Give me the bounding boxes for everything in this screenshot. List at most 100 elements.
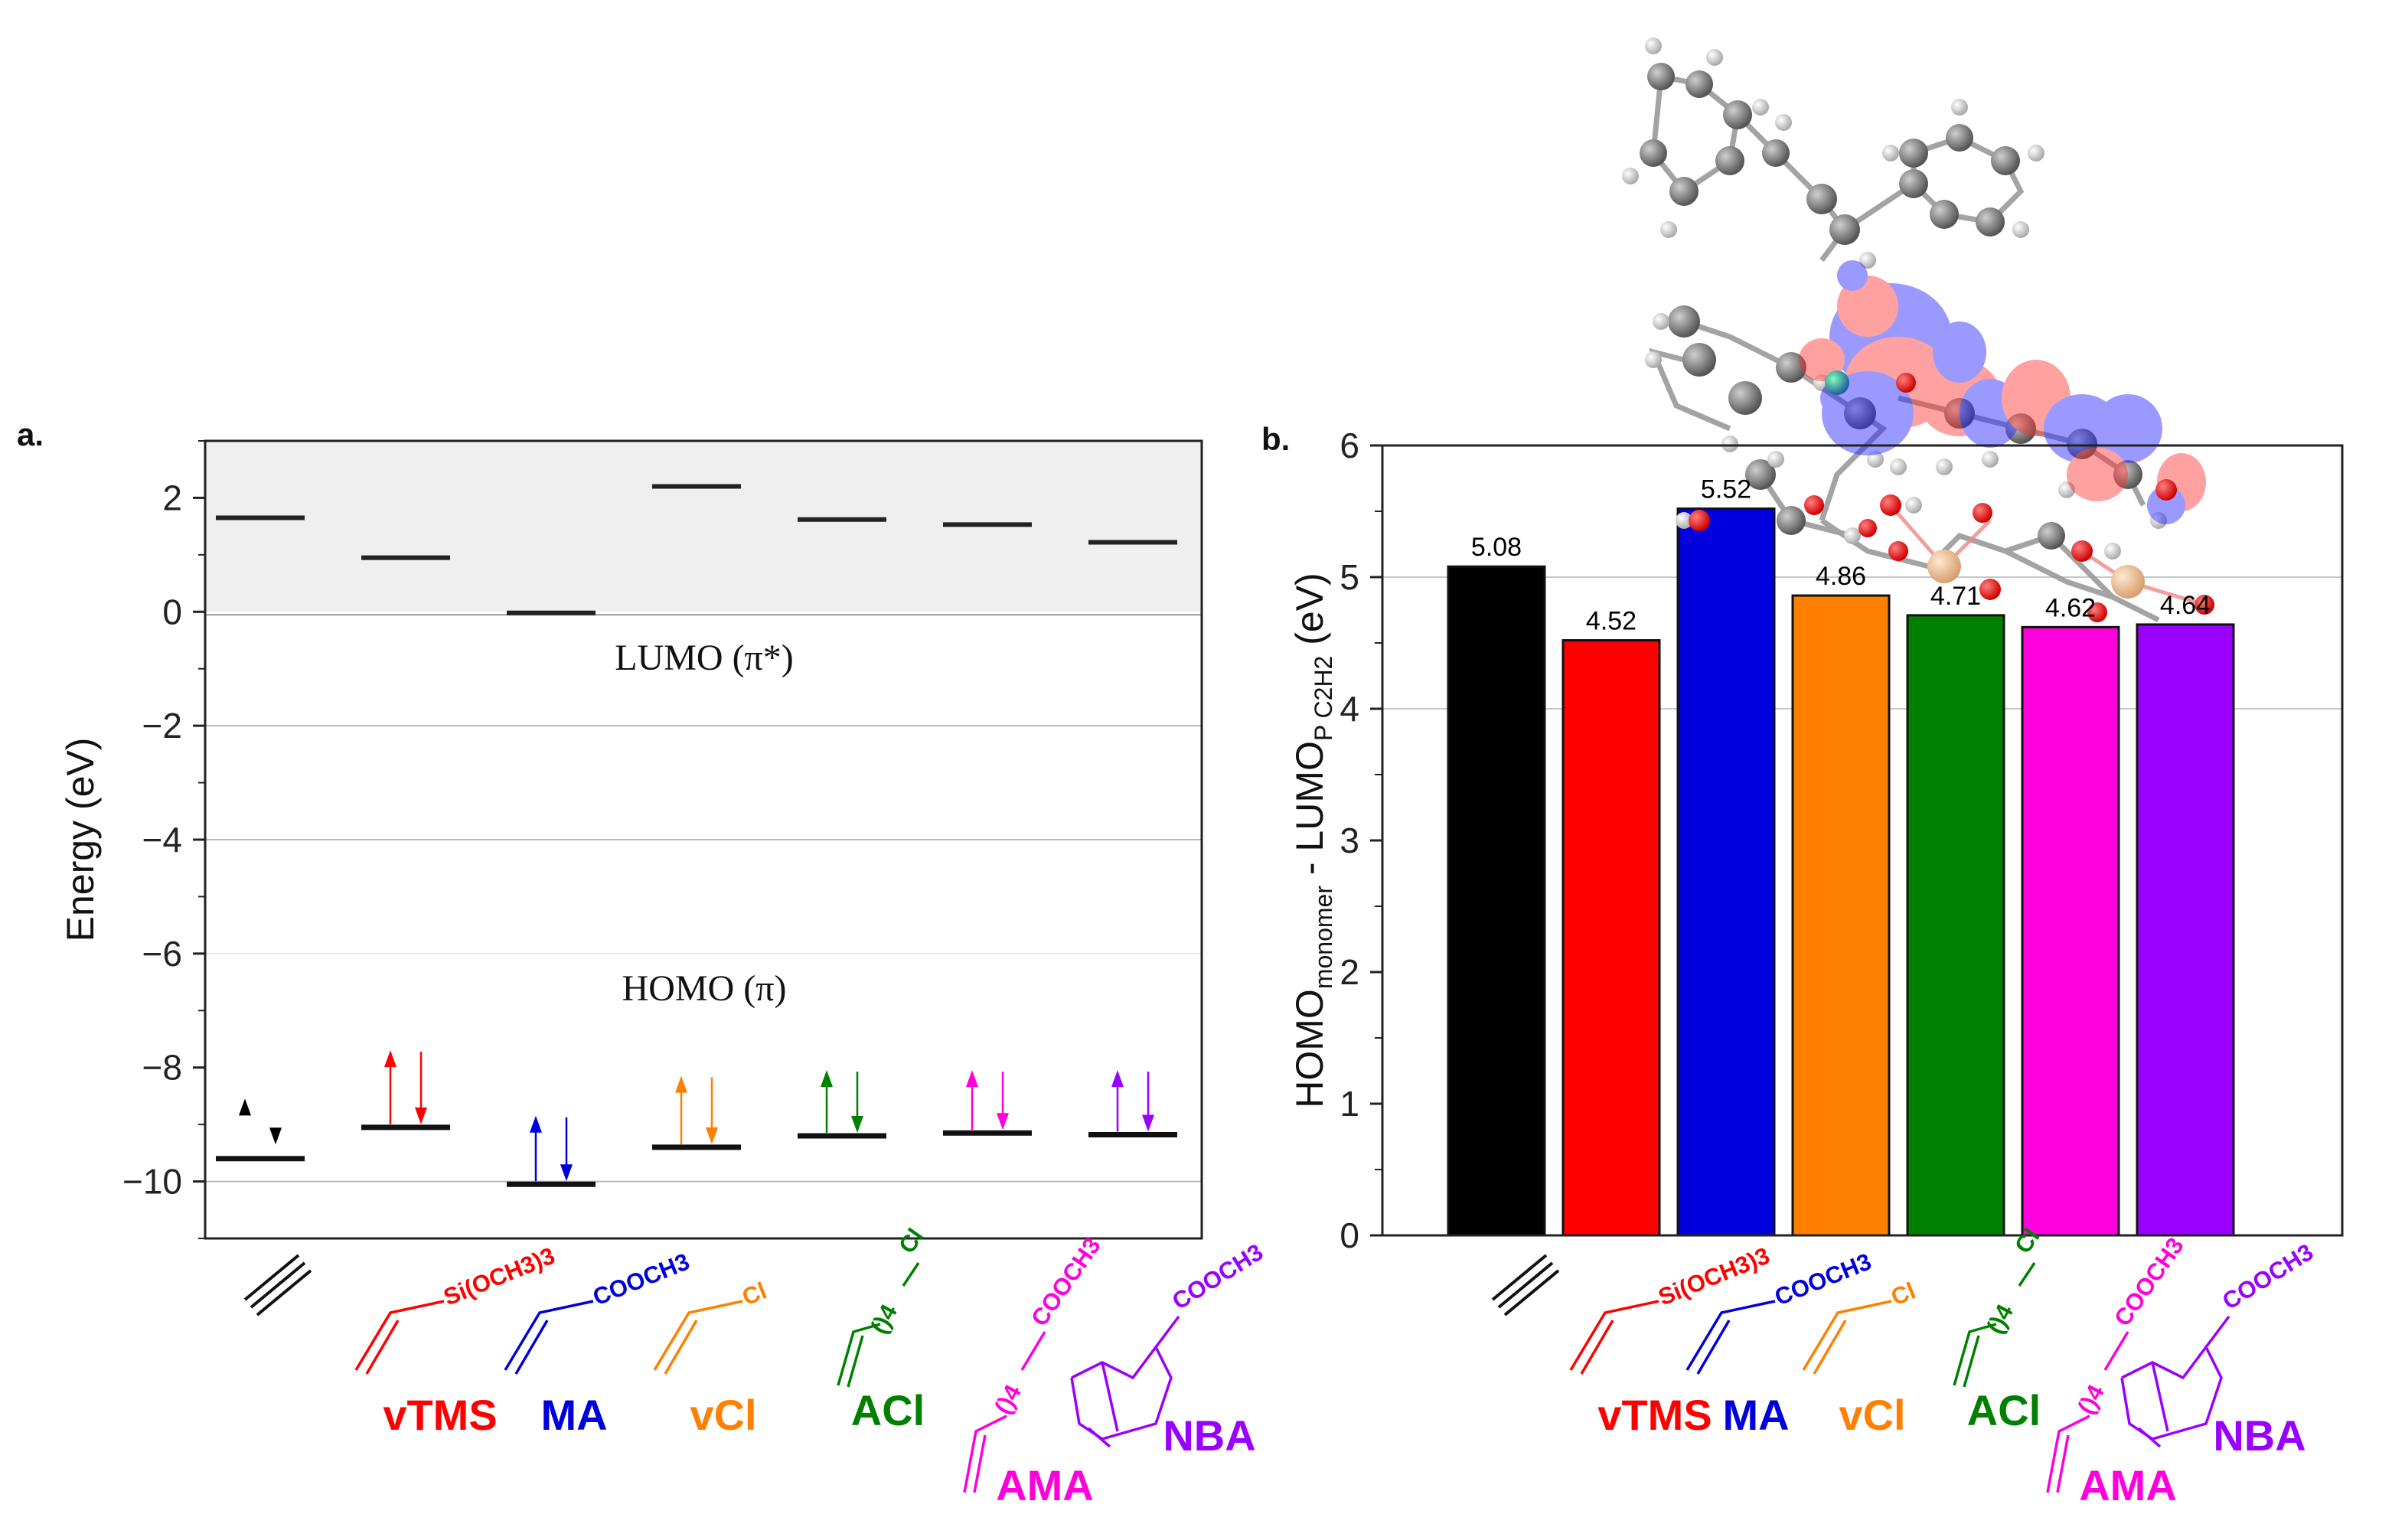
panel-a-monomer-structures: Si(OCH3)3 vTMS COOCH3 MA Cl vCl ()4 Cl ACl ()4 COO… (243, 1224, 1268, 1509)
electron-up-arrow-MA (530, 1115, 542, 1133)
catalyst-molecular-model (1622, 38, 2214, 623)
norbornene-ring (2120, 1344, 2223, 1440)
formula-NBA: COOCH3 (2217, 1238, 2318, 1315)
monomer-name-MA: MA (1722, 1391, 1789, 1439)
ylabel-sub-monomer: monomer (1310, 886, 1337, 990)
bar-C2H2 (1447, 565, 1546, 1237)
y-tick-label: 6 (1340, 426, 1359, 465)
formula-vCl: Cl (739, 1277, 771, 1310)
electron-up-arrow-vTMS (384, 1050, 396, 1068)
y-tick-label: 1 (1340, 1084, 1359, 1124)
panel-a-y-axis: 2 0 −2 −4 −6 −8 −10 (122, 440, 205, 1239)
vinyl-double-bond (847, 1335, 864, 1388)
y-tick-label: 2 (162, 478, 182, 517)
panel-a-energy-levels (216, 484, 1177, 1187)
vinyl-bond (963, 1414, 1007, 1493)
value-label-ACl: 4.71 (1930, 582, 1981, 611)
vinyl-bond (837, 1323, 881, 1386)
vinyl-bond (653, 1300, 743, 1371)
vinyl-double-bond (1813, 1320, 1847, 1375)
vinyl-bond (1569, 1300, 1659, 1371)
electron-down-arrow-NBA (1142, 1114, 1154, 1132)
bar-vTMS (1561, 639, 1661, 1237)
lumo-label: LUMO (π*) (615, 638, 794, 678)
value-label-vCl: 4.86 (1816, 562, 1866, 591)
ester-bond (1154, 1315, 1180, 1349)
electron-down-arrow-vTMS (415, 1107, 427, 1124)
ylabel-sub-pc2h2: P C2H2 (1310, 656, 1337, 741)
norbornene-double-bond (2137, 1427, 2162, 1448)
formula-ACl: Cl (893, 1224, 928, 1258)
formula-MA: COOCH3 (1771, 1248, 1875, 1310)
acetylene-bond-1 (1491, 1254, 1548, 1301)
formula-vTMS: Si(OCH3)3 (1655, 1242, 1774, 1311)
monomer-name-AMA: AMA (996, 1461, 1094, 1509)
y-tick-label: −10 (122, 1162, 182, 1202)
monomer-name-MA: MA (540, 1391, 607, 1439)
vinyl-bond (1802, 1300, 1892, 1371)
y-tick-label: 0 (162, 592, 182, 631)
ylabel-unit: (eV) (1288, 573, 1331, 655)
chain-ACl: ()4 (1981, 1300, 2018, 1339)
panel-a-gridlines (205, 614, 1202, 1183)
norbornene-double-bond (1087, 1427, 1111, 1448)
bar-NBA (2136, 623, 2235, 1237)
electron-down-arrow-AMA (997, 1113, 1009, 1131)
chain-ACl: ()4 (865, 1300, 902, 1339)
monomer-name-AMA: AMA (2079, 1461, 2177, 1509)
vinyl-bond (354, 1300, 445, 1371)
panel-b-y-axis-title: HOMOmonomer - LUMOP C2H2 (eV) (1288, 573, 1337, 1108)
alkyl-bond (902, 1262, 920, 1287)
value-label-AMA: 4.62 (2045, 593, 2096, 622)
monomer-name-ACl: ACl (1967, 1386, 2041, 1434)
vinyl-double-bond (2056, 1434, 2070, 1493)
panel-a-y-axis-title: Energy (eV) (59, 738, 102, 942)
electron-up-arrow-AMA (966, 1070, 978, 1088)
electron-up-arrow-vCl (675, 1075, 687, 1093)
vinyl-double-bond (1696, 1320, 1731, 1375)
norbornene-ring (1070, 1344, 1173, 1440)
acetylene-bond-3 (1503, 1269, 1560, 1317)
acetylene-bond-3 (256, 1269, 312, 1317)
panel-b-bars (1447, 507, 2235, 1237)
vinyl-double-bond (514, 1320, 549, 1375)
alkyl-bond (2018, 1262, 2036, 1287)
monomer-name-vTMS: vTMS (383, 1391, 497, 1439)
norbornene-bridge (2151, 1362, 2169, 1432)
lumo-shaded-region (205, 441, 1202, 612)
formula-AMA: COOCH3 (1026, 1232, 1106, 1331)
vinyl-bond (1685, 1300, 1776, 1371)
ylabel-lumo: - LUMO (1288, 741, 1331, 886)
electron-up-arrow-NBA (1111, 1070, 1124, 1088)
alkyl-bond (2103, 1331, 2129, 1371)
vinyl-double-bond (973, 1434, 987, 1493)
alkyl-bond (1020, 1331, 1046, 1371)
y-tick-label: 5 (1340, 557, 1359, 597)
panel-b-y-axis: 0 1 2 3 4 5 6 (1340, 426, 1382, 1255)
electron-down-arrow-MA (560, 1164, 573, 1182)
electron-up-arrow-C2H2 (239, 1098, 251, 1116)
acetylene-bond-2 (250, 1261, 306, 1309)
y-tick-label: 3 (1340, 821, 1359, 860)
vinyl-double-bond (365, 1320, 400, 1375)
value-label-MA: 5.52 (1701, 475, 1751, 504)
monomer-name-vCl: vCl (690, 1391, 756, 1439)
y-tick-label: −2 (142, 706, 182, 746)
monomer-name-NBA: NBA (2213, 1411, 2305, 1460)
formula-AMA: COOCH3 (2109, 1232, 2189, 1331)
y-tick-label: 4 (1340, 689, 1359, 729)
acetylene-bond-1 (243, 1254, 300, 1301)
value-label-C2H2: 5.08 (1471, 533, 1522, 562)
homo-label: HOMO (π) (622, 968, 787, 1009)
panel-b-letter: b. (1261, 421, 1290, 457)
electron-down-arrow-vCl (706, 1127, 718, 1144)
monomer-name-vCl: vCl (1839, 1391, 1905, 1439)
y-tick-label: −6 (142, 934, 182, 974)
vinyl-bond (1953, 1323, 1997, 1386)
formula-NBA: COOCH3 (1167, 1238, 1268, 1315)
vinyl-double-bond (664, 1320, 698, 1375)
panel-a-letter: a. (17, 416, 44, 452)
norbornene-bridge (1101, 1362, 1119, 1432)
